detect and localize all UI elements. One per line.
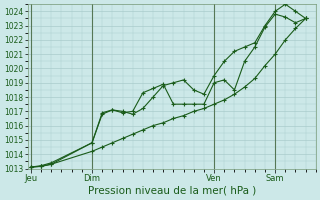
X-axis label: Pression niveau de la mer( hPa ): Pression niveau de la mer( hPa ) [88,186,256,196]
